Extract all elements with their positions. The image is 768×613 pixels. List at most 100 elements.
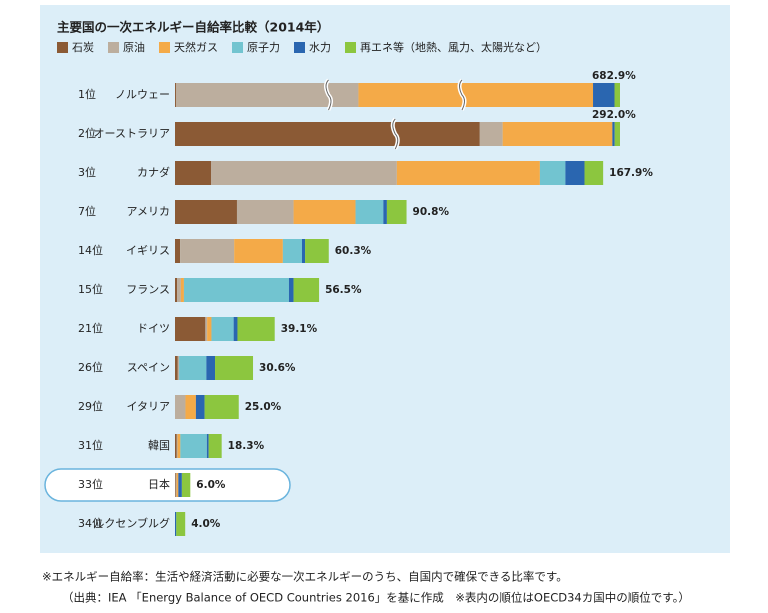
total-label: 6.0% bbox=[196, 479, 226, 491]
bar-segment bbox=[288, 278, 294, 302]
bar-segment bbox=[175, 278, 178, 302]
rank-label: 33位 bbox=[78, 477, 103, 491]
bar-segment bbox=[178, 473, 182, 497]
chart-title: 主要国の一次エネルギー自給率比較（2014年） bbox=[57, 20, 329, 35]
bar-segment bbox=[183, 278, 289, 302]
total-label: 25.0% bbox=[245, 401, 282, 413]
category-label: カナダ bbox=[137, 165, 170, 179]
bar-segment bbox=[175, 473, 177, 497]
bar-segment bbox=[614, 122, 620, 146]
bar-segment bbox=[293, 200, 356, 224]
category-label: 韓国 bbox=[148, 439, 170, 452]
rank-label: 26位 bbox=[78, 360, 103, 374]
legend-label: 天然ガス bbox=[174, 40, 218, 54]
total-label: 167.9% bbox=[609, 167, 653, 179]
bar-segment bbox=[175, 200, 237, 224]
bar-segment bbox=[181, 473, 191, 497]
bar-segment bbox=[282, 239, 302, 263]
total-label: 18.3% bbox=[228, 440, 265, 452]
rank-label: 31位 bbox=[78, 438, 103, 452]
bar-segment bbox=[177, 356, 180, 380]
bar-segment bbox=[383, 200, 387, 224]
bar-segment bbox=[207, 317, 212, 341]
bar-segment bbox=[479, 122, 503, 146]
total-label: 39.1% bbox=[281, 323, 318, 335]
bar-segment bbox=[176, 434, 178, 458]
category-label: ドイツ bbox=[137, 322, 170, 335]
legend-label: 原子力 bbox=[247, 41, 280, 54]
axis-break bbox=[459, 79, 465, 111]
bar-segment bbox=[355, 200, 384, 224]
total-label: 682.9% bbox=[592, 70, 636, 82]
highlight bbox=[44, 468, 291, 502]
bar-segment bbox=[237, 317, 275, 341]
bar-segment bbox=[176, 473, 179, 497]
bar-segment bbox=[175, 395, 186, 419]
bar-segment bbox=[175, 161, 212, 185]
footnote: （出典：IEA 「Energy Balance of OECD Countrie… bbox=[62, 591, 690, 605]
category-label: ノルウェー bbox=[115, 88, 170, 101]
category-label: アメリカ bbox=[127, 205, 170, 218]
bar-segment bbox=[593, 83, 615, 107]
bar-segment bbox=[612, 122, 615, 146]
bar-segment bbox=[179, 356, 207, 380]
legend-label: 石炭 bbox=[72, 41, 94, 54]
rank-label: 29位 bbox=[78, 399, 103, 413]
rank-label: 21位 bbox=[78, 321, 103, 335]
bar-segment bbox=[215, 356, 254, 380]
legend-swatch bbox=[232, 42, 243, 53]
category-label: イギリス bbox=[126, 244, 170, 257]
bar-segment bbox=[177, 434, 181, 458]
legend-label: 再エネ等（地熱、風力、太陽光など） bbox=[360, 40, 547, 54]
total-label: 90.8% bbox=[413, 206, 450, 218]
total-label: 30.6% bbox=[259, 362, 296, 374]
rank-label: 34位 bbox=[78, 516, 103, 530]
rank-label: 15位 bbox=[78, 282, 103, 296]
bar-segment bbox=[195, 395, 205, 419]
bar-segment bbox=[176, 512, 186, 536]
bar-segment bbox=[185, 395, 196, 419]
bar-segment bbox=[565, 161, 585, 185]
footnote: ※エネルギー自給率：生活や経済活動に必要な一次エネルギーのうち、自国内で確保でき… bbox=[42, 570, 568, 584]
bar-segment bbox=[180, 434, 207, 458]
bar-segment bbox=[305, 239, 329, 263]
bar-segment bbox=[177, 278, 181, 302]
category-label: オーストラリア bbox=[94, 127, 170, 140]
total-label: 292.0% bbox=[592, 109, 636, 121]
legend-label: 水力 bbox=[309, 41, 331, 54]
bar-segment bbox=[233, 317, 238, 341]
legend-swatch bbox=[294, 42, 305, 53]
bar-segment bbox=[539, 161, 566, 185]
legend-label: 原油 bbox=[123, 40, 145, 54]
bar-segment bbox=[205, 317, 208, 341]
category-label: イタリア bbox=[126, 400, 170, 413]
bar-segment bbox=[175, 83, 176, 107]
bar-segment bbox=[614, 83, 620, 107]
total-label: 56.5% bbox=[325, 284, 362, 296]
bar-segment bbox=[396, 161, 540, 185]
bar-segment bbox=[175, 239, 181, 263]
bar-segment bbox=[206, 434, 209, 458]
bar-segment bbox=[386, 200, 407, 224]
legend-swatch bbox=[108, 42, 119, 53]
bar-segment bbox=[204, 395, 239, 419]
total-label: 4.0% bbox=[191, 518, 221, 530]
axis-break bbox=[392, 118, 399, 150]
rank-label: 3位 bbox=[78, 165, 96, 179]
rank-label: 7位 bbox=[78, 204, 96, 218]
legend-swatch bbox=[57, 42, 68, 53]
bar-segment bbox=[175, 317, 206, 341]
bar-segment bbox=[175, 434, 177, 458]
rank-label: 2位 bbox=[78, 126, 96, 140]
category-label: フランス bbox=[126, 283, 170, 296]
bar-segment bbox=[234, 239, 283, 263]
bar-segment bbox=[180, 239, 235, 263]
bar-segment bbox=[175, 356, 178, 380]
bar-segment bbox=[208, 434, 222, 458]
bar-segment bbox=[358, 83, 594, 107]
rank-label: 1位 bbox=[78, 87, 96, 101]
category-label: スペイン bbox=[127, 361, 170, 374]
bar-segment bbox=[211, 317, 234, 341]
bar-segment bbox=[180, 278, 184, 302]
